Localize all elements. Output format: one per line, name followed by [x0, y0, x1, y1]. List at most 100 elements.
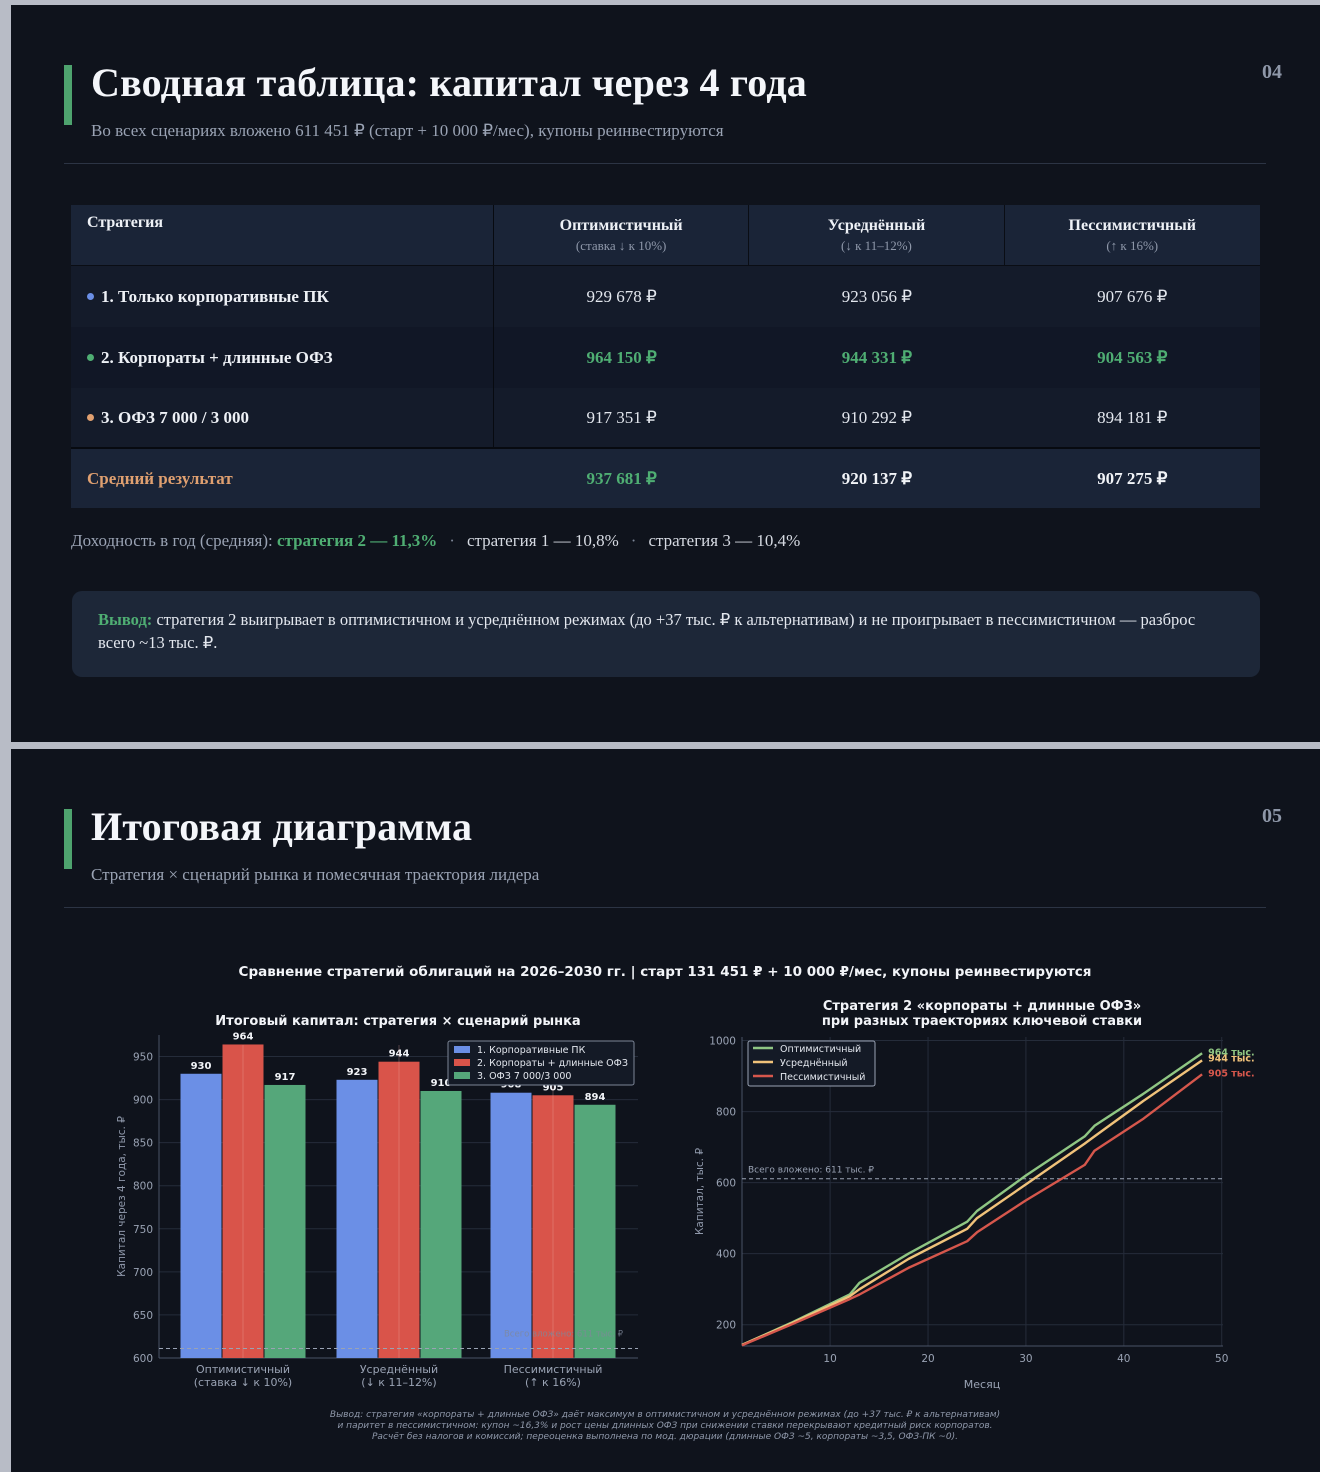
line-series-1	[741, 1052, 1203, 1346]
divider	[64, 163, 1266, 164]
bar-value-label: 930	[191, 1061, 212, 1072]
row-label: 2. Корпораты + длинные ОФЗ	[101, 347, 333, 367]
divider	[64, 907, 1266, 908]
bar-ytick-label: 700	[133, 1267, 153, 1279]
table-cell: 907 275 ₽	[1097, 468, 1168, 488]
slide-summary-table: Сводная таблица: капитал через 4 года Во…	[11, 5, 1320, 742]
figure-footnote: Вывод: стратегия «корпораты + длинные ОФ…	[330, 1410, 1000, 1420]
figure-suptitle: Сравнение стратегий облигаций на 2026–20…	[239, 964, 1092, 980]
bar-category-label: Оптимистичный	[196, 1363, 290, 1376]
line-end-label: 944 тыс.	[1208, 1053, 1254, 1064]
bar-category-label: (ставка ↓ к 10%)	[194, 1376, 292, 1389]
line-chart-title: Стратегия 2 «корпораты + длинные ОФЗ»	[823, 999, 1141, 1014]
line-end-label: 905 тыс.	[1208, 1068, 1254, 1079]
strategy-dot	[87, 414, 94, 421]
table-row: 1. Только корпоративные ПК 929 678 ₽ 923…	[71, 266, 1260, 327]
bar-rect	[490, 1092, 532, 1358]
header-optimistic: Оптимистичный (ставка ↓ к 10%)	[494, 205, 750, 265]
bar-value-label: 964	[233, 1031, 254, 1042]
figure-footnote: Расчёт без налогов и комиссий; переоценк…	[372, 1432, 958, 1442]
bar-ytick-label: 750	[133, 1224, 153, 1236]
summary-table: Стратегия Оптимистичный (ставка ↓ к 10%) …	[71, 205, 1260, 508]
row-label: 1. Только корпоративные ПК	[101, 286, 329, 306]
line-xlabel: Месяц	[964, 1378, 1000, 1391]
yield-s1: стратегия 1 — 10,8%	[466, 531, 619, 550]
bar-category-label: (↓ к 11–12%)	[361, 1376, 436, 1389]
bar-legend-label: 2. Корпораты + длинные ОФЗ	[477, 1058, 628, 1069]
header-strategy: Стратегия	[71, 205, 494, 265]
bar-category-label: Усреднённый	[360, 1363, 438, 1376]
table-cell: 964 150 ₽	[586, 347, 657, 367]
bar-legend-swatch	[454, 1072, 470, 1079]
table-header-row: Стратегия Оптимистичный (ставка ↓ к 10%) …	[71, 205, 1260, 266]
table-avg-row: Средний результат 937 681 ₽ 920 137 ₽ 90…	[71, 449, 1260, 508]
bar-chart-title: Итоговый капитал: стратегия × сценарий р…	[215, 1014, 580, 1029]
bar-ytick-label: 600	[133, 1353, 153, 1365]
table-cell: 904 563 ₽	[1097, 347, 1168, 367]
row-label: 3. ОФЗ 7 000 / 3 000	[101, 407, 249, 427]
bar-ytick-label: 950	[133, 1052, 153, 1064]
line-chart-title: при разных траекториях ключевой ставки	[822, 1014, 1142, 1029]
line-ytick-label: 800	[716, 1107, 736, 1119]
bar-category-label: Пессимистичный	[504, 1363, 603, 1376]
line-series-2	[741, 1059, 1203, 1347]
bar-rect	[180, 1073, 222, 1358]
bar-value-label: 917	[275, 1072, 296, 1083]
bar-ytick-label: 650	[133, 1310, 153, 1322]
slide-title: Сводная таблица: капитал через 4 года	[91, 60, 807, 105]
table-cell: 923 056 ₽	[841, 286, 913, 306]
bar-value-label: 910	[431, 1078, 452, 1089]
page-number: 04	[1262, 61, 1282, 83]
table-cell: 944 331 ₽	[841, 347, 913, 367]
yield-best: стратегия 2 — 11,3%	[276, 531, 438, 550]
bar-rect	[420, 1090, 462, 1358]
bar-value-label: 894	[585, 1092, 606, 1103]
bar-legend-box	[447, 1040, 635, 1086]
line-xtick-label: 40	[1117, 1353, 1130, 1365]
line-end-label: 964 тыс.	[1208, 1047, 1254, 1058]
conclusion-text: стратегия 2 выигрывает в оптимистичном и…	[98, 610, 1196, 652]
bar-legend-swatch	[454, 1059, 470, 1066]
line-ytick-label: 400	[716, 1249, 736, 1261]
strategy-dot	[87, 293, 94, 300]
table-cell: 920 137 ₽	[841, 468, 913, 488]
title-accent-bar	[64, 65, 72, 125]
line-ytick-label: 600	[716, 1178, 736, 1190]
bar-rect	[336, 1079, 378, 1358]
line-ytick-label: 1000	[709, 1036, 736, 1048]
table-row: 2. Корпораты + длинные ОФЗ 964 150 ₽ 944…	[71, 327, 1260, 388]
header-pessimistic: Пессимистичный (↑ к 16%)	[1068, 216, 1196, 253]
line-ylabel: Капитал, тыс. ₽	[694, 1148, 706, 1235]
table-cell: 929 678 ₽	[586, 286, 657, 306]
table-cell: 894 181 ₽	[1097, 407, 1168, 427]
table-cell: 917 351 ₽	[586, 407, 657, 427]
conclusion-label: Вывод:	[98, 610, 153, 629]
bar-rect	[574, 1104, 616, 1358]
bar-legend-swatch	[454, 1046, 470, 1053]
line-legend-label: Оптимистичный	[780, 1044, 861, 1055]
line-xtick-label: 10	[823, 1353, 836, 1365]
figure-footnote: и паритет в пессимистичном: купон ~16,3%…	[337, 1421, 992, 1431]
bar-ytick-label: 900	[133, 1095, 153, 1107]
yield-summary: Доходность в год (средняя): стратегия 2 …	[71, 531, 801, 550]
line-invested-label: Всего вложено: 611 тыс. ₽	[748, 1166, 874, 1176]
conclusion-box: Вывод: стратегия 2 выигрывает в оптимист…	[72, 591, 1260, 677]
bar-ylabel: Капитал через 4 года, тыс. ₽	[116, 1116, 128, 1277]
bar-category-label: (↑ к 16%)	[525, 1376, 581, 1389]
line-xtick-label: 20	[921, 1353, 934, 1365]
line-legend-label: Усреднённый	[780, 1058, 848, 1069]
strategy-dot	[87, 354, 94, 361]
bar-legend-label: 3. ОФЗ 7 000/3 000	[477, 1071, 571, 1082]
chart-figure: Сравнение стратегий облигаций на 2026–20…	[116, 964, 1255, 1442]
line-ytick-label: 200	[716, 1320, 736, 1332]
table-row: 3. ОФЗ 7 000 / 3 000 917 351 ₽ 910 292 ₽…	[71, 388, 1260, 449]
title-accent-bar	[64, 809, 72, 869]
yield-prefix: Доходность в год (средняя):	[71, 531, 273, 550]
header-average: Усреднённый (↓ к 11–12%)	[749, 205, 1005, 265]
bar-value-label: 923	[347, 1067, 368, 1078]
bar-rect	[264, 1084, 306, 1358]
slide-title: Итоговая диаграмма	[91, 804, 473, 849]
slide-subtitle: Стратегия × сценарий рынка и помесячная …	[91, 865, 540, 884]
bar-legend-label: 1. Корпоративные ПК	[477, 1045, 586, 1056]
table-cell: 907 676 ₽	[1097, 286, 1168, 306]
